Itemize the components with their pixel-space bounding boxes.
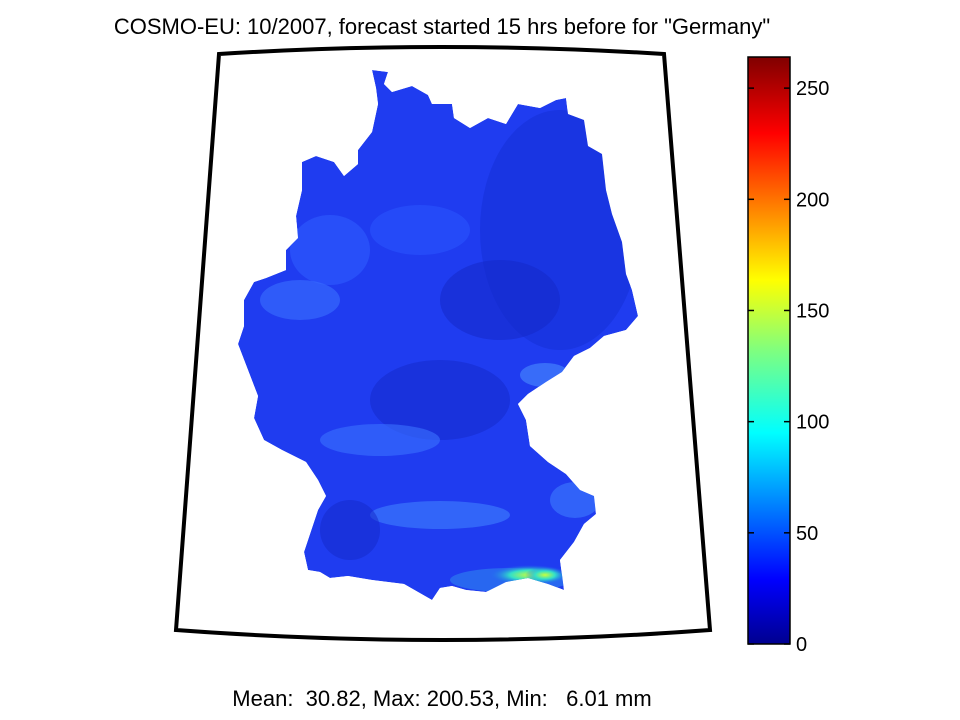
germany-precipitation-field (238, 70, 638, 600)
colorbar-tick-label: 0 (796, 634, 807, 656)
colorbar-tick-label: 50 (796, 523, 818, 545)
colorbar-ticks: 0 50 100 150 200 250 (748, 78, 829, 656)
colorbar-gradient (747, 56, 791, 645)
colorbar-tick-label: 100 (796, 412, 829, 434)
colorbar-tick-label: 200 (796, 189, 829, 211)
colorbar-tick-label: 150 (796, 300, 829, 322)
summary-stats: Mean: 30.82, Max: 200.53, Min: 6.01 mm (232, 686, 652, 711)
map-title: COSMO-EU: 10/2007, forecast started 15 h… (113, 14, 771, 39)
colorbar: 0 50 100 150 200 250 (747, 56, 829, 656)
colorbar-tick-label: 250 (796, 78, 829, 100)
